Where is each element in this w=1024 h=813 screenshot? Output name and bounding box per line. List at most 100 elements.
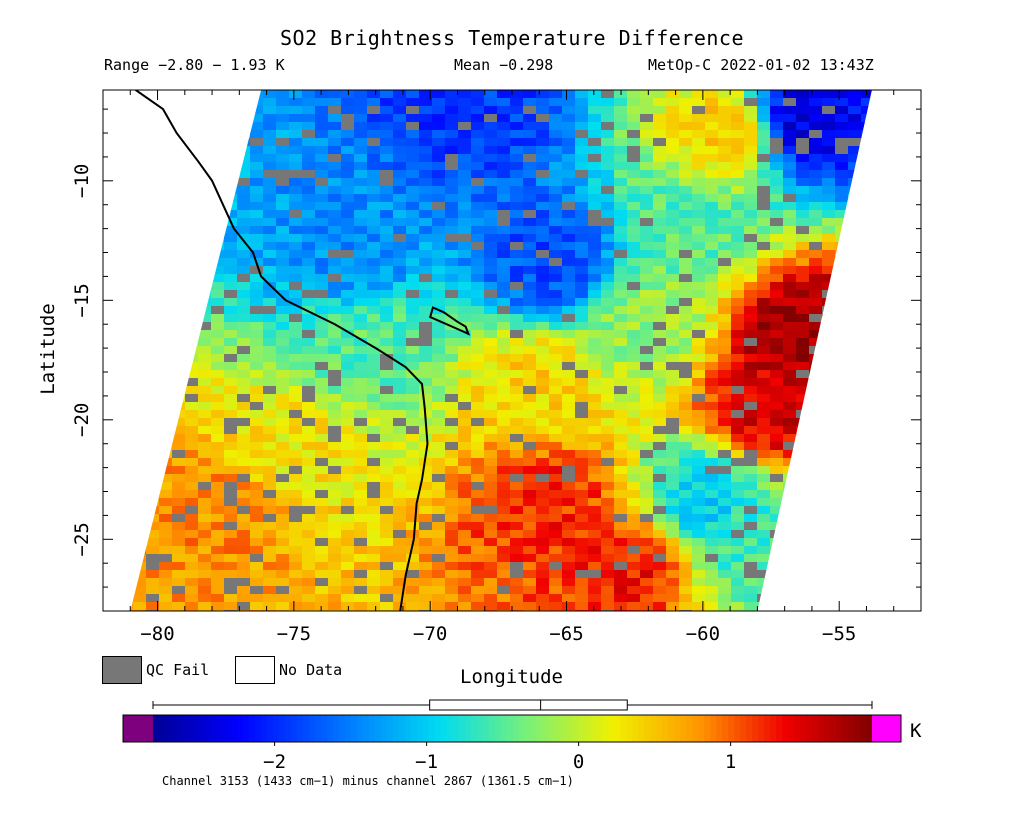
- heatmap-cell: [692, 410, 706, 419]
- heatmap-cell: [783, 506, 797, 515]
- colorbar-segment: [398, 715, 406, 742]
- heatmap-cell: [835, 130, 849, 139]
- heatmap-cell: [289, 482, 303, 491]
- heatmap-cell: [341, 562, 355, 571]
- heatmap-cell: [458, 202, 472, 211]
- heatmap-cell: [770, 226, 784, 235]
- heatmap-cell: [133, 394, 147, 403]
- heatmap-cell: [289, 554, 303, 563]
- heatmap-cell: [133, 170, 147, 179]
- heatmap-cell: [146, 482, 160, 491]
- heatmap-cell: [224, 170, 238, 179]
- heatmap-cell: [822, 386, 836, 395]
- heatmap-cell: [445, 498, 459, 507]
- heatmap-cell: [380, 330, 394, 339]
- heatmap-cell: [471, 330, 485, 339]
- heatmap-cell: [536, 338, 550, 347]
- heatmap-cell: [562, 546, 576, 555]
- heatmap-cell: [341, 402, 355, 411]
- heatmap-cell: [237, 178, 251, 187]
- heatmap-cell: [250, 146, 264, 155]
- heatmap-cell: [354, 410, 368, 419]
- heatmap-cell: [237, 458, 251, 467]
- heatmap-cell: [653, 458, 667, 467]
- heatmap-cell: [341, 106, 355, 115]
- heatmap-cell: [328, 258, 342, 267]
- heatmap-cell: [770, 370, 784, 379]
- heatmap-cell: [393, 450, 407, 459]
- heatmap-cell: [198, 258, 212, 267]
- heatmap-cell: [536, 418, 550, 427]
- heatmap-cell: [185, 282, 199, 291]
- heatmap-cell: [861, 506, 872, 515]
- heatmap-cell: [562, 514, 576, 523]
- heatmap-cell: [848, 146, 862, 155]
- heatmap-cell: [874, 506, 887, 514]
- heatmap-cell: [432, 250, 446, 259]
- heatmap-cell: [289, 490, 303, 499]
- heatmap-cell: [224, 274, 238, 283]
- heatmap-cell: [510, 314, 524, 323]
- heatmap-cell: [627, 258, 641, 267]
- heatmap-cell: [835, 98, 849, 107]
- heatmap-cell: [497, 466, 511, 475]
- heatmap-cell: [653, 298, 667, 307]
- heatmap-cell: [445, 242, 459, 251]
- heatmap-cell: [783, 266, 797, 275]
- heatmap-cell: [562, 298, 576, 307]
- heatmap-cell: [445, 218, 459, 227]
- heatmap-cell: [523, 98, 537, 107]
- heatmap-cell: [861, 234, 872, 243]
- heatmap-cell: [562, 458, 576, 467]
- heatmap-cell: [809, 90, 823, 99]
- heatmap-cell: [432, 202, 446, 211]
- heatmap-cell: [146, 330, 160, 339]
- heatmap-cell: [471, 250, 485, 259]
- heatmap-cell: [549, 546, 563, 555]
- heatmap-cell: [731, 482, 745, 491]
- heatmap-cell: [172, 506, 186, 515]
- heatmap-cell: [809, 194, 823, 203]
- heatmap-cell: [263, 218, 277, 227]
- heatmap-cell: [263, 482, 277, 491]
- heatmap-cell: [432, 450, 446, 459]
- heatmap-cell: [146, 122, 160, 131]
- heatmap-cell: [549, 266, 563, 275]
- heatmap-cell: [848, 162, 862, 171]
- heatmap-cell: [159, 258, 173, 267]
- heatmap-cell: [315, 346, 329, 355]
- heatmap-cell: [198, 434, 212, 443]
- heatmap-cell: [562, 570, 576, 579]
- heatmap-cell: [757, 98, 771, 107]
- colorbar-segment: [153, 715, 160, 742]
- heatmap-cell: [692, 202, 706, 211]
- heatmap-cell: [783, 490, 797, 499]
- heatmap-cell: [796, 490, 810, 499]
- heatmap-cell: [718, 306, 732, 315]
- colorbar-segment: [404, 715, 412, 742]
- heatmap-cell: [367, 602, 381, 611]
- heatmap-cell: [861, 418, 872, 427]
- heatmap-cell: [432, 554, 446, 563]
- heatmap-cell: [419, 282, 433, 291]
- heatmap-cell: [380, 586, 394, 595]
- heatmap-cell: [341, 122, 355, 131]
- heatmap-cell: [562, 554, 576, 563]
- heatmap-cell: [172, 386, 186, 395]
- heatmap-cell: [666, 458, 680, 467]
- heatmap-cell: [172, 266, 186, 275]
- heatmap-cell: [562, 434, 576, 443]
- heatmap-cell: [848, 562, 862, 571]
- heatmap-cell: [822, 194, 836, 203]
- heatmap-cell: [289, 218, 303, 227]
- heatmap-cell: [588, 594, 602, 603]
- heatmap-cell: [666, 362, 680, 371]
- heatmap-cell: [289, 282, 303, 291]
- heatmap-cell: [328, 170, 342, 179]
- heatmap-cell: [198, 418, 212, 427]
- heatmap-cell: [445, 98, 459, 107]
- heatmap-cell: [874, 354, 887, 362]
- heatmap-cell: [133, 426, 147, 435]
- heatmap-cell: [588, 490, 602, 499]
- heatmap-cell: [770, 282, 784, 291]
